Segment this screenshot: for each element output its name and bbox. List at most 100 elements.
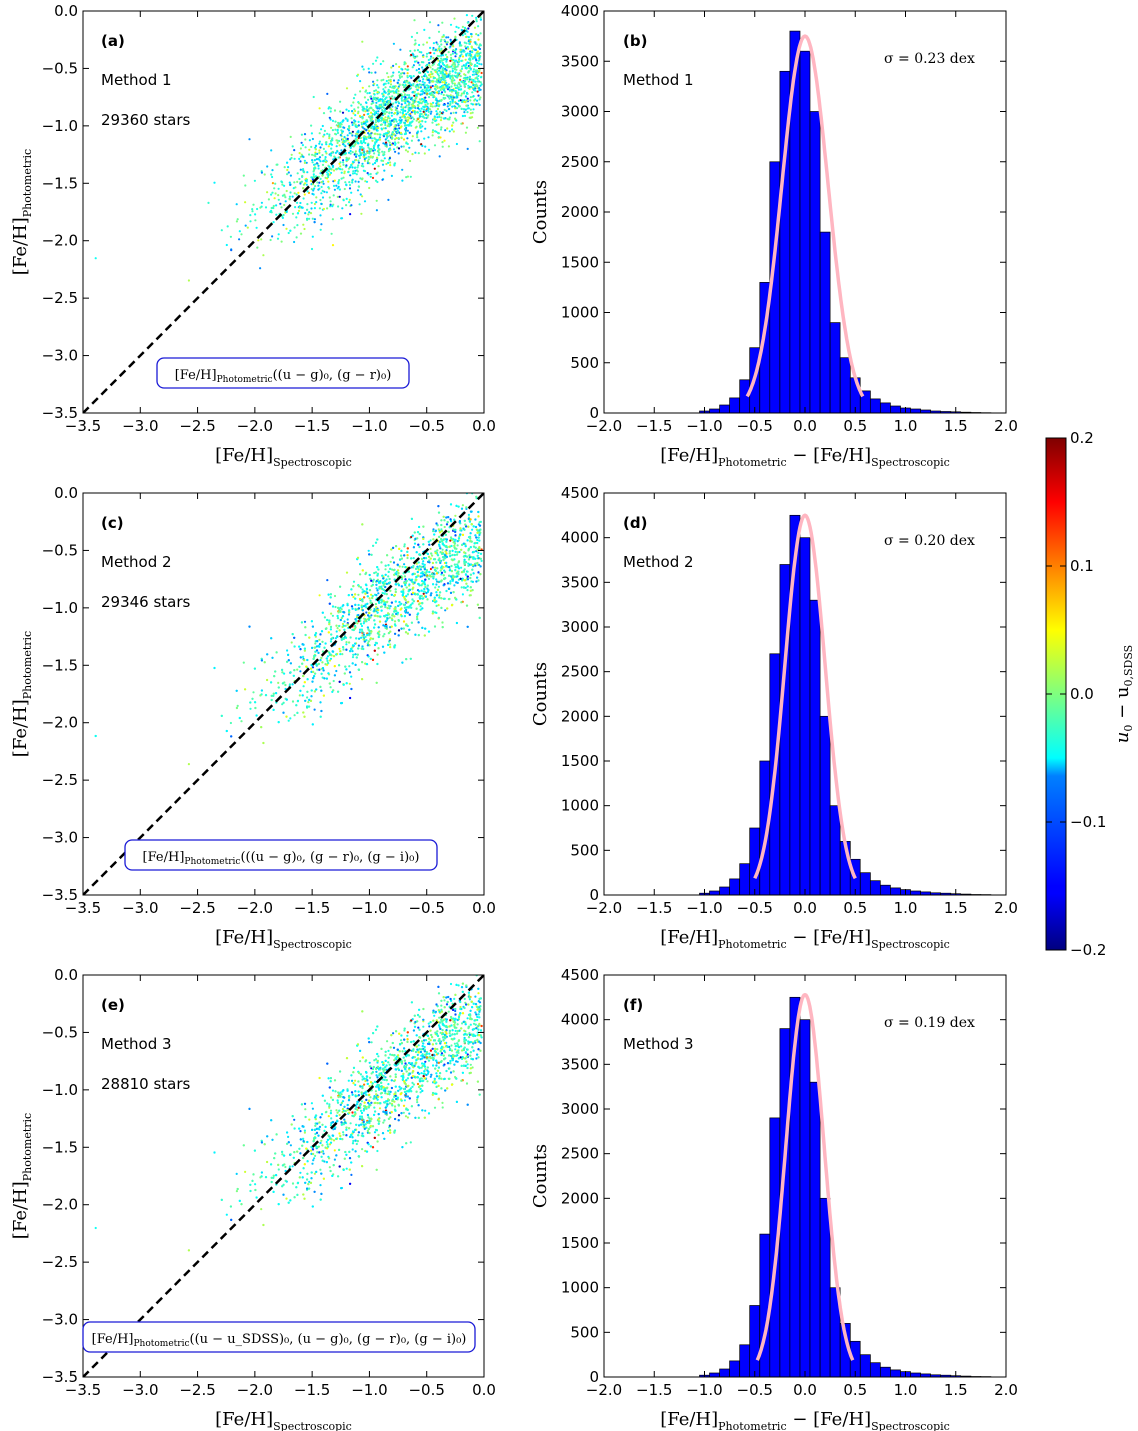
panels: −3.5 −3.0 −2.5 −2.0 −1.5 −1.0 −0.5 0.00.0−0.5−1… — [10, 2, 1018, 1431]
scatter-point — [377, 647, 380, 650]
scatter-point — [336, 195, 339, 198]
scatter-point — [371, 658, 375, 662]
scatter-point — [300, 141, 303, 144]
scatter-point — [471, 528, 474, 531]
scatter-point — [439, 66, 442, 69]
scatter-point — [463, 558, 466, 562]
scatter-point — [364, 583, 368, 586]
scatter-point — [387, 82, 390, 85]
scatter-point — [391, 131, 394, 134]
scatter-point — [365, 156, 368, 159]
scatter-point — [426, 71, 429, 74]
scatter-point — [408, 101, 411, 104]
scatter-point — [411, 135, 414, 138]
scatter-point — [467, 40, 470, 43]
formula-box — [156, 357, 410, 389]
scatter-point — [376, 653, 379, 656]
scatter-point — [271, 191, 274, 194]
scatter-point — [391, 86, 394, 89]
y-tick-label: −3.0 — [42, 347, 78, 365]
scatter-point — [372, 544, 375, 547]
scatter-point — [402, 106, 405, 109]
scatter-point — [458, 56, 461, 59]
scatter-point — [342, 199, 345, 202]
scatter-point — [417, 612, 420, 615]
scatter-point — [389, 123, 392, 126]
scatter-point — [401, 661, 404, 664]
scatter-point — [320, 672, 323, 675]
y-tick-label: 1500 — [561, 253, 599, 271]
scatter-point — [299, 232, 303, 235]
scatter-point — [307, 701, 310, 704]
scatter-point — [335, 139, 338, 142]
scatter-point — [429, 539, 432, 542]
scatter-point — [437, 105, 440, 108]
scatter-point — [310, 689, 313, 692]
scatter-point — [435, 102, 438, 105]
scatter-point — [421, 601, 424, 605]
scatter-point — [339, 610, 342, 613]
histogram-bar — [719, 404, 730, 414]
scatter-point — [421, 100, 424, 103]
scatter-point — [466, 589, 469, 592]
scatter-point — [440, 47, 443, 50]
histogram-bar — [839, 357, 851, 414]
scatter-point — [459, 522, 462, 525]
scatter-point — [391, 74, 394, 77]
scatter-point — [331, 244, 335, 247]
scatter-point — [354, 93, 357, 96]
scatter-point — [418, 98, 421, 101]
scatter-point — [478, 87, 481, 90]
scatter-point — [377, 165, 380, 168]
scatter-point — [467, 47, 470, 50]
scatter-point — [466, 61, 469, 64]
scatter-point — [374, 89, 378, 92]
scatter-point — [400, 136, 403, 139]
scatter-point — [376, 157, 379, 160]
scatter-point — [329, 107, 332, 110]
scatter-point — [380, 127, 383, 130]
scatter-point — [450, 85, 453, 88]
scatter-point — [439, 128, 443, 131]
scatter-point — [291, 633, 294, 636]
scatter-point — [305, 183, 308, 186]
scatter-point — [475, 20, 478, 23]
scatter-point — [361, 678, 364, 681]
scatter-point — [411, 588, 414, 591]
scatter-point — [460, 80, 463, 83]
scatter-point — [397, 572, 400, 575]
scatter-point — [283, 672, 286, 675]
scatter-point — [367, 549, 370, 552]
scatter-point — [309, 212, 313, 215]
scatter-point — [376, 139, 379, 142]
scatter-point — [288, 195, 291, 198]
scatter-point — [311, 666, 315, 669]
scatter-point — [351, 607, 354, 610]
scatter-point — [433, 596, 436, 599]
scatter-point — [325, 191, 328, 194]
scatter-point — [405, 595, 408, 598]
scatter-point — [313, 159, 316, 162]
scatter-point — [369, 577, 372, 581]
x-tick-label: 0.0 — [472, 417, 496, 435]
scatter-point — [289, 135, 292, 138]
scatter-point — [397, 79, 400, 82]
scatter-point — [417, 100, 420, 104]
scatter-point — [436, 107, 439, 111]
scatter-point — [382, 78, 385, 81]
scatter-point — [405, 658, 408, 661]
scatter-point — [389, 80, 392, 83]
scatter-point — [443, 75, 446, 78]
scatter-point — [426, 116, 429, 119]
scatter-point — [474, 87, 477, 90]
scatter-point — [242, 174, 245, 177]
scatter-point — [388, 616, 391, 619]
scatter-point — [417, 61, 420, 64]
scatter-point — [422, 83, 425, 86]
scatter-point — [424, 145, 427, 148]
scatter-point — [410, 35, 413, 39]
scatter-point — [360, 123, 363, 126]
scatter-point — [368, 115, 371, 118]
scatter-point — [461, 80, 465, 83]
scatter-point — [314, 167, 317, 170]
